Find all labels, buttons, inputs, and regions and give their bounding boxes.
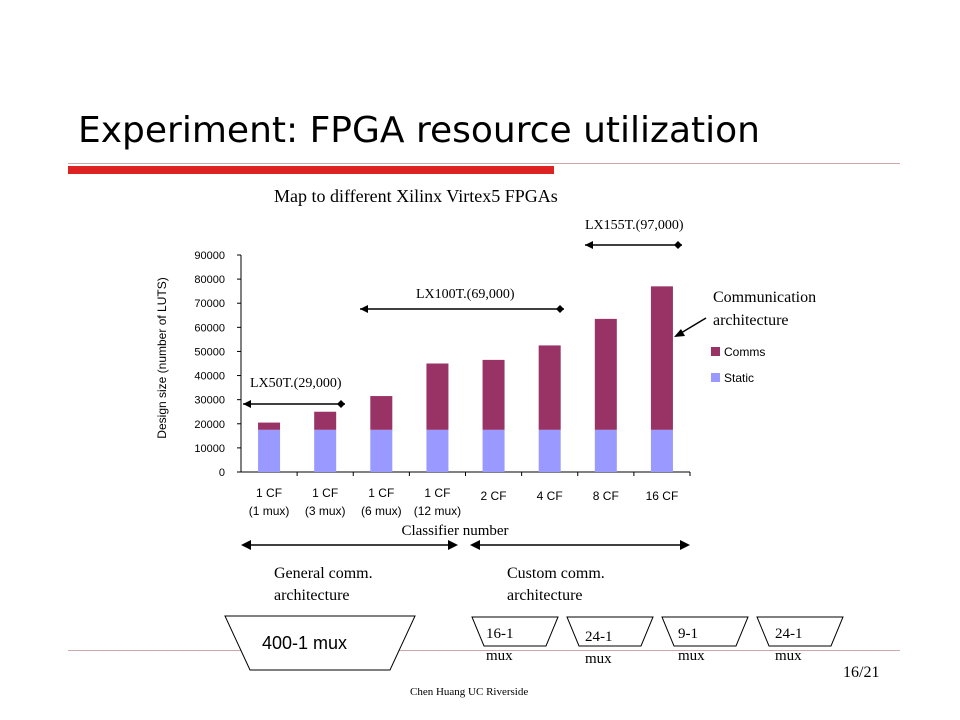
x-tick-label: 1 CF: [368, 486, 394, 500]
y-tick-label: 10000: [194, 443, 225, 455]
y-tick-label: 20000: [194, 419, 225, 431]
x-tick-label: (12 mux): [414, 504, 461, 518]
bar-static: [426, 429, 449, 472]
lx50t-range-arrow: [243, 400, 345, 408]
mux-2-shape: [566, 616, 654, 647]
footer-text: Chen Huang UC Riverside: [410, 686, 529, 698]
mux-2-label: 24-1 mux: [585, 626, 613, 670]
general-arch-line2: architecture: [274, 587, 350, 604]
mux-1-label: 16-1 mux: [486, 623, 514, 667]
y-axis-label: Design size (number of LUTS): [155, 277, 169, 438]
bar-comms: [482, 359, 505, 430]
comm-arch-label-line2: architecture: [713, 312, 789, 329]
general-arch-line1: General comm.: [274, 565, 373, 582]
big-mux-shape: [224, 615, 416, 671]
y-tick-label: 50000: [194, 346, 225, 358]
x-axis-label: Classifier number: [401, 523, 508, 539]
mux-4-ratio: 24-1: [775, 626, 803, 642]
x-tick-labels: 1 CF (1 mux) 1 CF (3 mux) 1 CF (6 mux) 1 CF (12…: [249, 472, 691, 518]
mux-3-ratio: 9-1: [678, 626, 698, 642]
x-tick-label: 8 CF: [593, 489, 619, 503]
lx50t-label: LX50T.(29,000): [250, 376, 342, 391]
mux-3-label: 9-1 mux: [678, 623, 705, 667]
mux-2-word: mux: [585, 651, 612, 667]
y-tick-label: 90000: [194, 250, 225, 262]
legend-label-comms: Comms: [724, 345, 765, 359]
y-axis: 0 10000 20000 30000 40000 50000 60000 70000 8000…: [194, 250, 690, 479]
mux-3-word: mux: [678, 648, 705, 664]
x-tick-label: (3 mux): [305, 504, 346, 518]
y-tick-label: 30000: [194, 395, 225, 407]
mux-2-ratio: 24-1: [585, 629, 613, 645]
bar-comms: [594, 318, 617, 430]
slide-title: Experiment: FPGA resource utilization: [78, 110, 760, 151]
chart-background: [137, 230, 793, 545]
bar-comms: [370, 396, 393, 430]
x-tick-label: 2 CF: [481, 489, 507, 503]
footer-rule: [68, 650, 900, 651]
mux-1-ratio: 16-1: [486, 626, 514, 642]
mux-4-shape: [756, 616, 844, 647]
y-tick-label: 70000: [194, 298, 225, 310]
x-tick-label: 1 CF: [256, 486, 282, 500]
x-tick-label: 4 CF: [537, 489, 563, 503]
bar-comms: [314, 411, 337, 430]
legend-label-static: Static: [724, 371, 754, 385]
custom-arch-line1: Custom comm.: [507, 565, 605, 582]
bar-static: [650, 429, 673, 472]
lx155t-range-arrow: [585, 241, 682, 249]
lx100t-range-arrow: [360, 305, 564, 313]
page-number: 16/21: [843, 664, 880, 681]
lx100t-label: LX100T.(69,000): [416, 287, 515, 302]
y-tick-label: 60000: [194, 322, 225, 334]
title-rule-red: [68, 166, 554, 174]
general-arch-label: General comm. architecture: [274, 563, 373, 607]
mux-3-shape: [661, 616, 749, 647]
x-tick-label: (1 mux): [249, 504, 290, 518]
custom-span-arrow: [470, 540, 690, 550]
y-tick-label: 0: [219, 467, 225, 479]
custom-arch-label: Custom comm. architecture: [507, 563, 605, 607]
bar-static: [594, 429, 617, 472]
bar-comms: [538, 345, 561, 430]
general-span-arrow: [241, 540, 458, 550]
bar-static: [482, 429, 505, 472]
legend-swatch-static: [711, 373, 720, 382]
custom-arch-line2: architecture: [507, 587, 583, 604]
bar-comms: [650, 286, 673, 430]
bar-comms: [426, 363, 449, 430]
mux-1-word: mux: [486, 648, 513, 664]
mux-4-word: mux: [775, 648, 802, 664]
bar-static: [314, 429, 337, 472]
chart-subtitle: Map to different Xilinx Virtex5 FPGAs: [274, 186, 558, 206]
x-tick-label: 1 CF: [424, 486, 450, 500]
y-tick-label: 40000: [194, 371, 225, 383]
mux-4-label: 24-1 mux: [775, 623, 803, 667]
x-tick-label: 16 CF: [646, 489, 679, 503]
lx155t-label: LX155T.(97,000): [585, 218, 684, 233]
x-tick-label: (6 mux): [361, 504, 402, 518]
comm-arch-pointer-arrow: [674, 317, 707, 337]
bar-group: [258, 286, 673, 472]
bar-static: [258, 429, 281, 472]
bar-comms: [258, 422, 281, 430]
y-tick-label: 80000: [194, 274, 225, 286]
title-rule-gray: [68, 163, 900, 164]
x-tick-label: 1 CF: [312, 486, 338, 500]
comm-arch-label-line1: Communication: [713, 289, 816, 306]
bar-static: [370, 429, 393, 472]
big-mux-label: 400-1 mux: [262, 633, 348, 653]
legend-swatch-comms: [711, 347, 720, 356]
bar-static: [538, 429, 561, 472]
mux-1-shape: [471, 616, 559, 647]
